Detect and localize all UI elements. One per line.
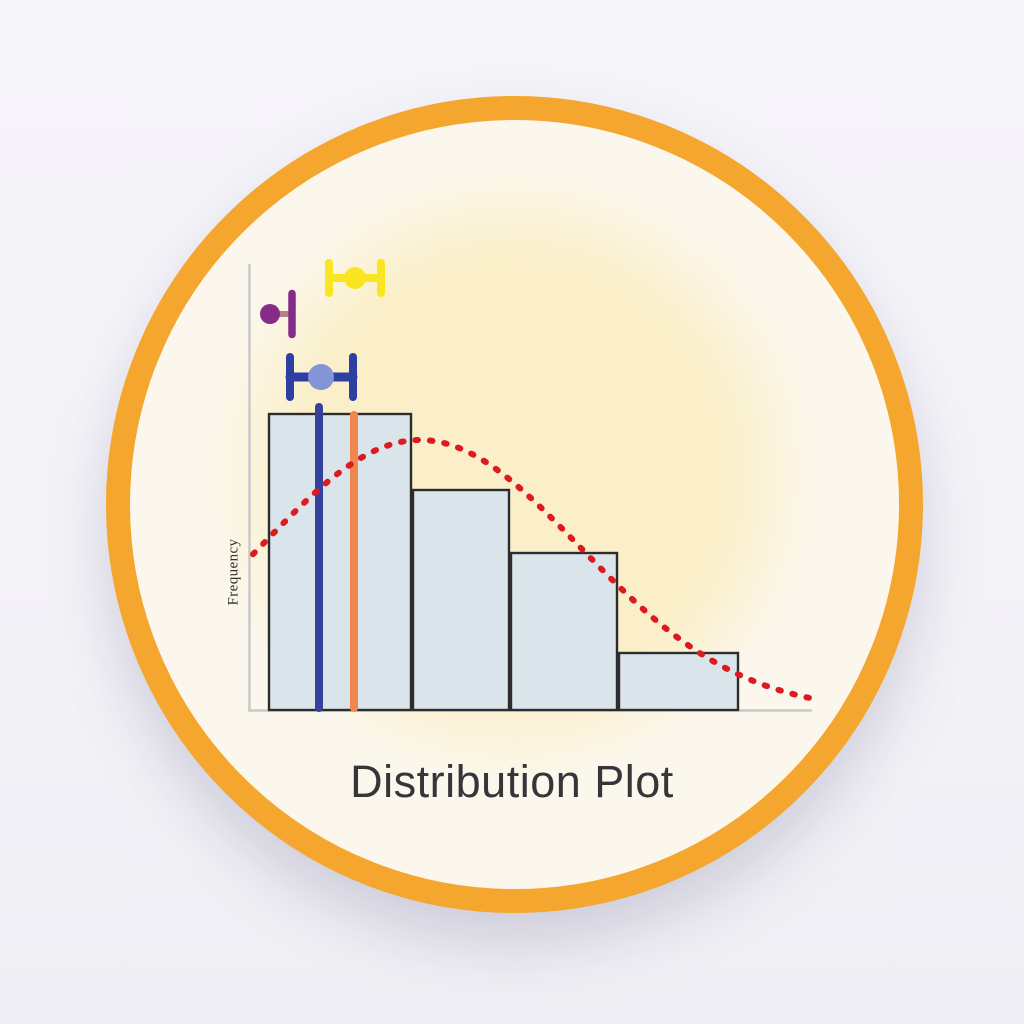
chart-title: Distribution Plot	[350, 756, 674, 807]
blue-errorbar	[285, 353, 358, 401]
histogram-bar-3	[509, 551, 619, 712]
yellow-errorbar-point	[344, 267, 366, 289]
purple-errorbar-point	[260, 304, 280, 324]
y-axis-label: Frequency	[225, 538, 242, 606]
blue-errorbar-point	[308, 364, 334, 390]
yellow-errorbar	[325, 259, 385, 297]
distribution-chart	[248, 259, 812, 712]
purple-errorbar	[260, 289, 296, 339]
histogram-bar-2	[411, 488, 511, 712]
density-curve	[250, 437, 812, 701]
chart-svg	[248, 259, 812, 712]
histogram-bar-4	[617, 651, 740, 712]
histogram-bar-1	[267, 412, 413, 712]
